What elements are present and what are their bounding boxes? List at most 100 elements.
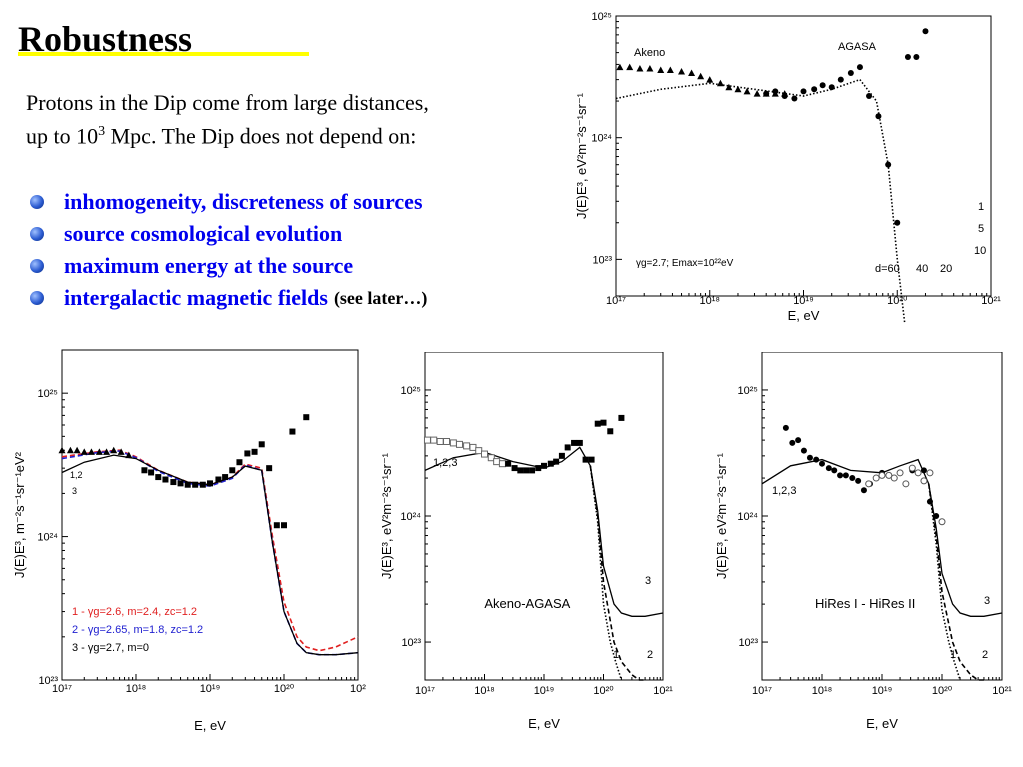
data-point [725,83,733,91]
y-tick-label: 10²⁵ [738,385,758,397]
data-point [103,448,111,455]
data-point [87,448,95,455]
y-tick-label: 10²⁴ [591,133,612,145]
data-point [657,66,665,73]
data-point [430,436,438,444]
data-point [80,448,88,455]
data-point [616,63,624,71]
plot-bottom-left: 10¹⁷ 10¹⁸ 10¹⁹ 10²⁰ 10² 10²³ 10²⁴ 10²⁵ E, eV J(E)… [12,349,366,733]
data-point [436,437,444,445]
data-point [825,465,832,472]
curve-label: 20 [940,263,952,275]
data-point [582,456,589,463]
data-point [184,481,191,488]
data-point [885,471,893,479]
data-point [811,86,818,93]
data-point [498,460,506,468]
data-point [110,446,118,454]
data-point [281,522,287,529]
data-point [511,465,518,472]
x-tick-label: 10²⁰ [887,295,908,307]
data-point [933,513,940,519]
x-tick-label: 10²⁰ [274,683,295,695]
y-axis-label: J(E)E³, m⁻²s⁻¹sr⁻¹eV² [12,451,27,578]
x-tick-label: 10²⁰ [932,685,953,697]
data-point [813,456,820,463]
data-point [904,54,911,61]
bullet-text: source cosmological evolution [64,221,343,246]
data-point [475,447,483,455]
data-point [626,63,634,71]
data-point [95,448,103,455]
data-point [789,439,796,446]
curve-label: 1,2,3 [772,485,796,497]
curve-label: 1,2,3 [433,457,457,469]
data-point [800,447,807,454]
data-point [706,76,714,83]
data-point [819,82,826,89]
data-point [763,90,770,97]
series-line [761,458,1003,617]
data-point [289,428,296,435]
bullet-icon [30,227,44,241]
data-point [423,436,431,444]
data-point [455,440,463,448]
series-line [615,78,906,323]
data-point [860,487,867,494]
data-point [806,454,813,461]
data-point [258,441,265,448]
data-point [688,69,696,77]
data-point [938,518,946,526]
intro-text: Protons in the Dip come from large dista… [26,88,566,150]
data-point [926,469,934,477]
data-point [855,477,862,484]
x-tick-label: 10¹⁷ [606,295,626,307]
data-point [266,465,273,472]
bullet-item: intergalactic magnetic fields (see later…… [30,282,427,314]
legend-entry: 2 - γg=2.65, m=1.8, zc=1.2 [72,624,203,636]
data-point [800,88,807,95]
x-tick-label: 10¹⁷ [752,685,772,697]
curve-label: 3 [72,486,77,496]
data-point [117,448,125,455]
bullet-icon [30,195,44,209]
intro-line-2: up to 103 Mpc. The Dip does not depend o… [26,117,566,150]
plot-bottom-middle: 10¹⁷ 10¹⁸ 10¹⁹ 10²⁰ 10²¹ 10²³ 10²⁴ 10²⁵ E, eV J(E… [379,352,673,731]
data-point [920,467,927,474]
data-point [872,474,880,482]
data-point [837,472,844,479]
x-axis-label: E, eV [788,308,820,323]
data-point [571,439,578,446]
series-line [424,446,664,617]
data-point [273,522,280,529]
data-point [547,460,554,467]
bullet-item: source cosmological evolution [30,218,427,250]
bullet-item: maximum energy at the source [30,250,427,282]
curve-label: Akeno [634,47,665,59]
data-point [66,446,74,454]
bullet-note: (see later…) [333,288,428,308]
legend-entry: 3 - γg=2.7, m=0 [72,642,149,654]
data-point [251,448,258,455]
data-point [618,414,625,421]
data-point [529,467,536,474]
series-line [589,465,623,681]
data-point [558,452,565,459]
data-point [177,480,184,487]
curve-label: 1,2 [70,470,83,480]
plot-frame [615,15,992,297]
y-tick-label: 10²⁴ [37,532,58,544]
data-point [125,451,133,459]
data-point [303,414,310,421]
y-tick-label: 10²⁴ [400,511,421,523]
data-point [914,469,922,477]
curve-label: 5 [978,223,984,235]
data-point [215,476,222,483]
curve-label: 40 [916,263,928,275]
data-point [443,437,451,445]
x-tick-label: 10²⁰ [593,685,614,697]
data-point [162,476,169,483]
x-tick-label: 10¹⁹ [872,685,893,697]
data-point [463,442,471,450]
data-point [588,456,595,463]
